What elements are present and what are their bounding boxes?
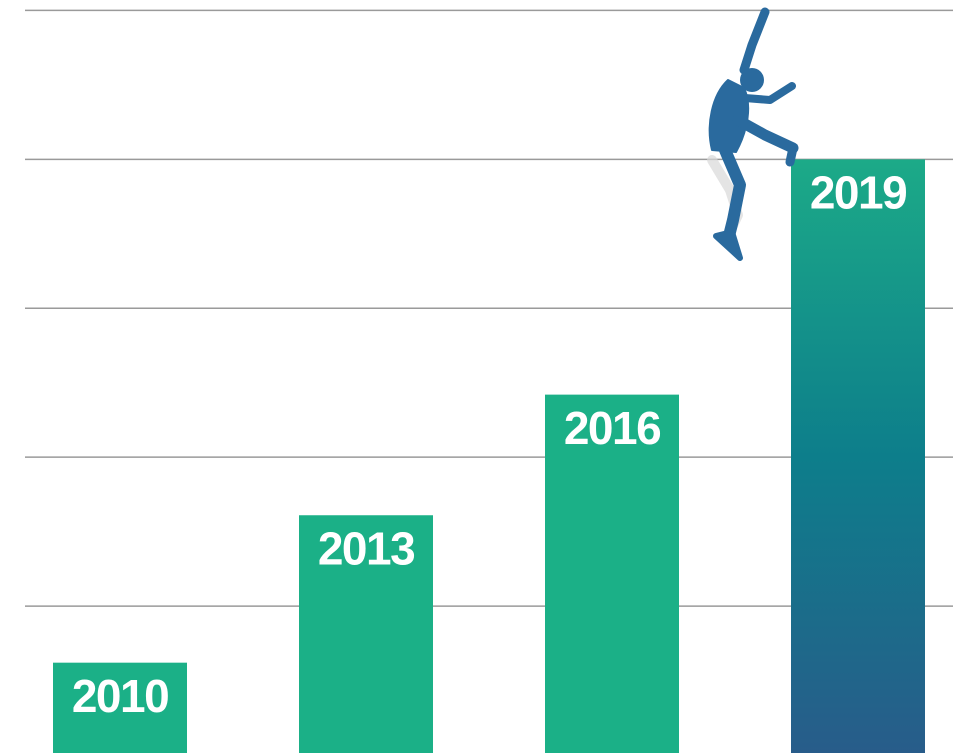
chart: 2010 2013 2016 2019 (0, 0, 963, 753)
bar-label: 2013 (318, 522, 414, 574)
climber-illustration (710, 12, 793, 258)
page: {"chart_data": {"type": "bar", "categori… (0, 0, 963, 753)
bar-label: 2010 (72, 670, 168, 722)
bar-label: 2016 (564, 402, 660, 454)
bar (791, 159, 925, 753)
bars: 2010 2013 2016 2019 (53, 159, 925, 753)
bar-label: 2019 (810, 166, 906, 218)
